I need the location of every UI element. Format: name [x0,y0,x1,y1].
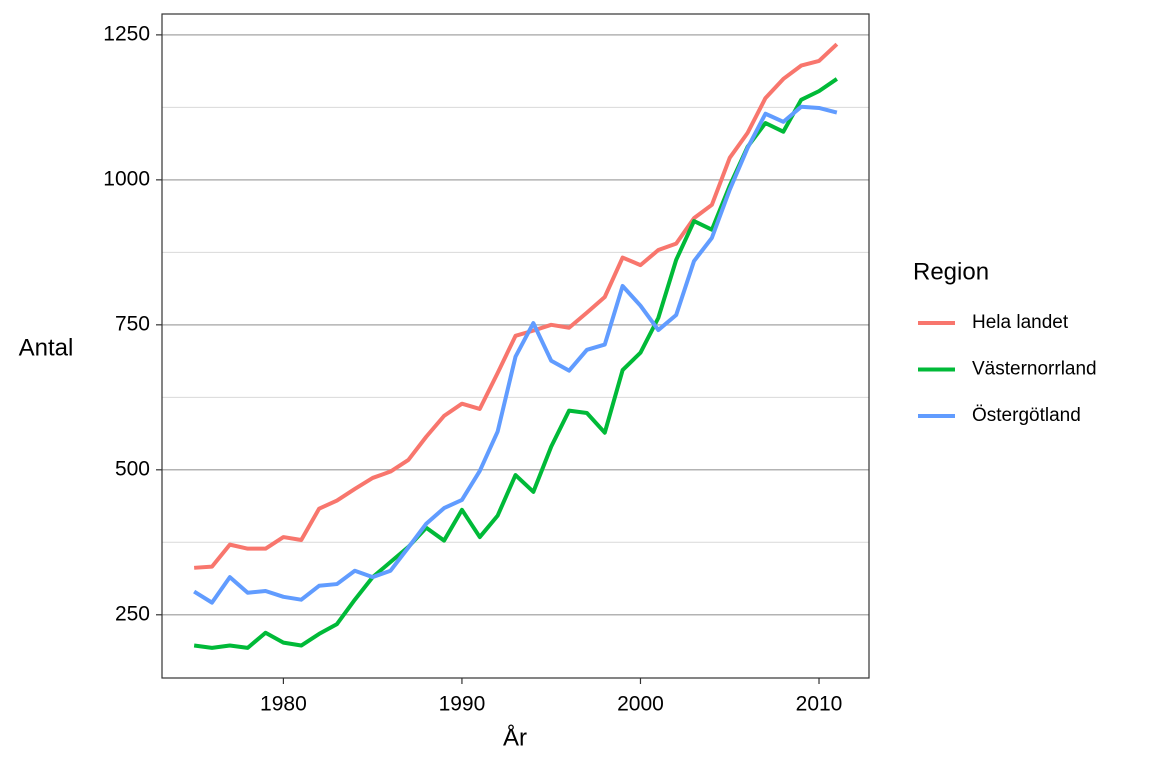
x-tick-label: 2010 [796,693,843,716]
legend-label: Östergötland [972,405,1081,426]
y-tick-label: 1000 [103,167,150,190]
y-tick-label: 750 [115,312,150,335]
y-axis-label: Antal [19,334,74,361]
series-line [193,104,838,605]
series-line [194,42,839,570]
x-tick-label: 2000 [617,693,664,716]
legend-title: Region [913,258,989,285]
x-tick-label: 1980 [260,693,307,716]
plot-border [161,13,870,679]
y-tick-label: 1250 [103,22,150,45]
y-tick-label: 250 [115,602,150,625]
legend-label: Hela landet [972,312,1069,333]
x-tick-label: 1990 [439,693,486,716]
x-axis-label: År [503,723,527,751]
legend-label: Västernorrland [972,359,1097,380]
y-tick-label: 500 [115,457,150,480]
